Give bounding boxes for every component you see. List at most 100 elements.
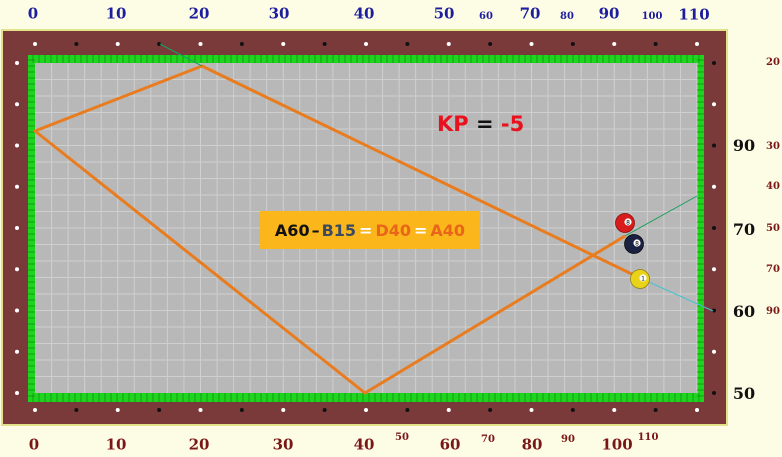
right-scale-small-label: 20 xyxy=(766,57,780,68)
top-scale-label: 110 xyxy=(678,5,710,24)
diamond-marker xyxy=(15,226,19,230)
diamond-marker xyxy=(322,408,327,412)
rail-marker-80: 80 xyxy=(734,181,748,192)
aim-line-green xyxy=(159,43,203,67)
formula-a: A60 xyxy=(274,220,310,240)
red-ball-number: 8 xyxy=(626,220,630,227)
diamond-marker xyxy=(198,42,203,46)
red-ball[interactable]: 8 xyxy=(615,213,635,233)
bottom-scale-label: 40 xyxy=(353,435,375,454)
yellow-ball-number: 1 xyxy=(641,276,645,283)
diamond-marker xyxy=(15,102,19,107)
black-ball[interactable]: 8 xyxy=(624,234,644,254)
diamond-marker xyxy=(488,42,493,46)
diamond-marker xyxy=(15,308,19,313)
yellow-ball[interactable]: 1 xyxy=(630,269,650,289)
top-scale-label: 80 xyxy=(560,11,574,22)
right-scale-small-label: 30 xyxy=(766,141,780,152)
right-scale-small-label: 40 xyxy=(766,181,780,192)
diamond-marker xyxy=(488,408,493,412)
diamond-marker xyxy=(239,408,244,412)
kp-number: -5 xyxy=(500,112,525,136)
bottom-scale-label: 0 xyxy=(28,435,40,454)
diamond-marker xyxy=(15,267,19,272)
diamond-marker xyxy=(653,408,658,412)
top-scale-label: 60 xyxy=(479,11,493,22)
diamond-marker xyxy=(405,42,410,46)
diamond-marker xyxy=(405,408,410,412)
ball-path xyxy=(33,64,641,395)
diamond-marker xyxy=(33,42,37,46)
bottom-scale-label: 90 xyxy=(561,434,575,445)
formula-eq2: = xyxy=(414,220,428,240)
formula-b: B15 xyxy=(321,220,357,240)
diamond-marker xyxy=(115,42,120,46)
diamond-marker xyxy=(712,308,716,313)
right-scale-label: 60 xyxy=(732,302,756,321)
black-ball-number: 8 xyxy=(635,241,639,248)
diamond-marker xyxy=(15,184,19,189)
diamond-marker xyxy=(281,408,286,412)
diamond-marker xyxy=(74,42,79,46)
diamond-marker xyxy=(712,102,716,107)
right-scale-label: 70 xyxy=(732,220,756,239)
diamond-marker xyxy=(712,143,716,148)
diamond-marker xyxy=(570,408,575,412)
diamond-marker xyxy=(712,349,716,354)
diamond-marker xyxy=(15,61,19,65)
diamond-marker xyxy=(157,42,162,46)
diamond-marker xyxy=(695,42,699,46)
right-scale-small-label: 70 xyxy=(766,264,780,275)
aim-line-green-right xyxy=(624,195,698,237)
diamond-marker xyxy=(74,408,79,412)
diamond-marker xyxy=(198,408,203,412)
diamond-marker xyxy=(653,42,658,46)
bottom-scale-label: 10 xyxy=(105,435,127,454)
kp-value: KP = -5 xyxy=(437,112,524,136)
rail-diamonds xyxy=(15,42,716,412)
right-scale-label: 50 xyxy=(732,384,756,403)
bottom-scale-label: 110 xyxy=(637,432,659,443)
diamond-marker xyxy=(115,408,120,412)
diamond-marker xyxy=(612,408,617,412)
diamond-marker xyxy=(712,267,716,272)
cushion-ticks xyxy=(28,55,704,402)
formula-d: D40 xyxy=(375,220,411,240)
diamond-marker xyxy=(364,42,368,46)
aim-line-cyan xyxy=(639,277,714,312)
kp-equals: = xyxy=(475,112,494,136)
diamond-marker xyxy=(529,42,534,46)
top-scale-label: 40 xyxy=(353,4,375,23)
diamond-marker xyxy=(15,391,19,395)
top-scale-label: 20 xyxy=(188,4,210,23)
diamond-marker xyxy=(712,391,716,395)
top-scale-label: 90 xyxy=(598,4,620,23)
bottom-scale-label: 80 xyxy=(521,435,543,454)
diamond-marker xyxy=(157,408,162,412)
formula-e: A40 xyxy=(430,220,466,240)
diamond-marker xyxy=(446,408,451,412)
felt-grid xyxy=(35,63,698,393)
top-scale-label: 100 xyxy=(641,11,663,22)
diamond-marker xyxy=(364,408,368,412)
diamond-marker xyxy=(446,42,451,46)
diamond-marker xyxy=(712,61,716,65)
diamond-marker xyxy=(281,42,286,46)
diamond-marker xyxy=(529,408,534,412)
bottom-scale-label: 70 xyxy=(481,434,495,445)
right-scale-small-label: 90 xyxy=(766,306,780,317)
formula-dash: – xyxy=(311,220,320,240)
top-scale-label: 70 xyxy=(519,4,541,23)
diamond-marker xyxy=(15,143,19,148)
bottom-scale-label: 50 xyxy=(395,432,409,443)
formula-eq1: = xyxy=(359,220,373,240)
right-scale-small-label: 50 xyxy=(766,223,780,234)
diamond-marker xyxy=(33,408,37,412)
diamond-marker xyxy=(570,42,575,46)
bottom-scale-label: 60 xyxy=(439,435,461,454)
top-scale-label: 30 xyxy=(268,4,290,23)
bottom-scale-label: 20 xyxy=(188,435,210,454)
kp-label: KP xyxy=(437,112,469,136)
